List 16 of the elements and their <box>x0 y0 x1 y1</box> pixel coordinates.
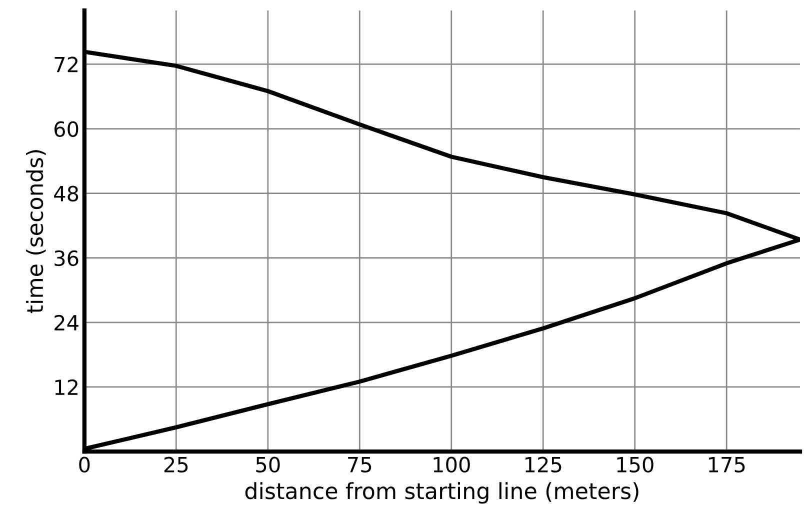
x-tick-label: 50 <box>256 456 280 473</box>
x-axis-title: distance from starting line (meters) <box>245 482 638 504</box>
y-tick-label: 24 <box>54 314 78 330</box>
x-tick-label: 175 <box>708 457 745 473</box>
x-tick-label: 125 <box>526 456 562 473</box>
x-tick-label: 25 <box>164 456 188 473</box>
y-tick-label: 36 <box>54 250 78 266</box>
y-tick-label: 48 <box>54 186 78 202</box>
y-tick-label: 12 <box>55 379 78 395</box>
x-tick-label: 150 <box>617 456 654 473</box>
x-tick-label: 100 <box>434 456 470 473</box>
x-tick-label: 0 <box>79 456 90 473</box>
y-tick-label: 72 <box>54 56 78 72</box>
x-tick-label: 75 <box>348 457 372 473</box>
y-tick-label: 60 <box>54 121 78 137</box>
y-axis-title: time (seconds) <box>26 150 46 314</box>
